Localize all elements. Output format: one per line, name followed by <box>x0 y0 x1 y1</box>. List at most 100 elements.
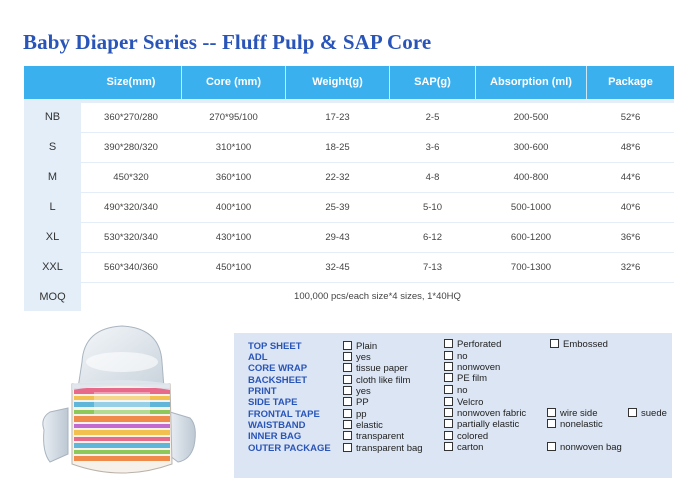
option-cloth-like-film[interactable]: cloth like film <box>343 375 410 386</box>
moq-value: 100,000 pcs/each size*4 sizes, 1*40HQ <box>294 291 461 302</box>
table-row: XXL 560*340/360 450*100 32-45 7-13 700-1… <box>24 253 674 282</box>
table-row: XL 530*320/340 430*100 29-43 6-12 600-12… <box>24 223 674 252</box>
header-size: Size(mm) <box>106 76 156 88</box>
table-row: L 490*320/340 400*100 25-39 5-10 500-100… <box>24 193 674 222</box>
option-tissue-paper[interactable]: tissue paper <box>343 363 408 374</box>
checkbox-icon <box>343 386 352 395</box>
cell-package: 32*6 <box>620 262 641 273</box>
checkbox-icon <box>444 397 453 406</box>
page-title: Baby Diaper Series -- Fluff Pulp & SAP C… <box>23 30 432 54</box>
cell-size: 560*340/360 <box>104 262 158 273</box>
spec-label: FRONTAL TAPE <box>248 409 320 420</box>
checkbox-icon <box>343 352 352 361</box>
checkbox-icon <box>444 385 453 394</box>
option-pp[interactable]: PP <box>343 397 369 408</box>
spec-options-panel: TOP SHEET Plain Perforated Embossed ADL … <box>234 333 672 478</box>
option-embossed[interactable]: Embossed <box>550 339 608 350</box>
checkbox-icon <box>444 408 453 417</box>
cell-size: 360*270/280 <box>104 112 158 123</box>
row-label: XXL <box>24 253 81 282</box>
checkbox-icon <box>343 363 352 372</box>
option-suede[interactable]: suede <box>628 408 667 419</box>
checkbox-icon <box>444 431 453 440</box>
row-label: L <box>24 193 81 222</box>
cell-sap: 4-8 <box>425 172 440 183</box>
option-carton[interactable]: carton <box>444 442 483 453</box>
option-colored[interactable]: colored <box>444 431 488 442</box>
option-partially-elastic[interactable]: partially elastic <box>444 419 519 430</box>
cell-absorption: 500-1000 <box>510 202 552 213</box>
option-yes[interactable]: yes <box>343 386 371 397</box>
cell-sap: 7-13 <box>422 262 442 273</box>
spec-table: Size(mm) Core (mm) Weight(g) SAP(g) Abso… <box>24 66 674 311</box>
spec-label: ADL <box>248 352 268 363</box>
option-nonelastic[interactable]: nonelastic <box>547 419 603 430</box>
header-divider <box>285 66 286 99</box>
option-perforated[interactable]: Perforated <box>444 339 501 350</box>
row-label: M <box>24 163 81 192</box>
row-label: XL <box>24 223 81 252</box>
option-elastic[interactable]: elastic <box>343 420 383 431</box>
checkbox-icon <box>444 442 453 451</box>
cell-absorption: 300-600 <box>513 142 549 153</box>
row-label: MOQ <box>24 283 81 311</box>
cell-absorption: 700-1300 <box>510 262 552 273</box>
header-sap: SAP(g) <box>414 76 451 88</box>
option-transparent-bag[interactable]: transparent bag <box>343 443 423 454</box>
header-absorption: Absorption (ml) <box>490 76 572 88</box>
option-no[interactable]: no <box>444 351 468 362</box>
checkbox-icon <box>343 409 352 418</box>
cell-absorption: 200-500 <box>513 112 549 123</box>
option-velcro[interactable]: Velcro <box>444 397 483 408</box>
checkbox-icon <box>444 373 453 382</box>
header-package: Package <box>608 76 653 88</box>
cell-weight: 17-23 <box>325 112 350 123</box>
option-no[interactable]: no <box>444 385 468 396</box>
cell-core: 360*100 <box>215 172 252 183</box>
table-row: NB 360*270/280 270*95/100 17-23 2-5 200-… <box>24 103 674 132</box>
row-label: S <box>24 133 81 162</box>
checkbox-icon <box>343 431 352 440</box>
checkbox-icon <box>550 339 559 348</box>
option-transparent[interactable]: transparent <box>343 431 404 442</box>
cell-core: 310*100 <box>215 142 252 153</box>
cell-package: 52*6 <box>620 112 641 123</box>
cell-weight: 18-25 <box>325 142 350 153</box>
table-row: S 390*280/320 310*100 18-25 3-6 300-600 … <box>24 133 674 162</box>
cell-package: 36*6 <box>620 232 641 243</box>
checkbox-icon <box>444 339 453 348</box>
option-plain[interactable]: Plain <box>343 341 377 352</box>
cell-core: 400*100 <box>215 202 252 213</box>
spec-label: INNER BAG <box>248 431 302 442</box>
cell-package: 40*6 <box>620 202 641 213</box>
cell-weight: 29-43 <box>325 232 350 243</box>
cell-core: 270*95/100 <box>209 112 258 123</box>
cell-weight: 32-45 <box>325 262 350 273</box>
cell-absorption: 600-1200 <box>510 232 552 243</box>
spec-label: PRINT <box>248 386 277 397</box>
checkbox-icon <box>343 443 352 452</box>
header-core: Core (mm) <box>205 76 261 88</box>
cell-core: 430*100 <box>215 232 252 243</box>
row-label: NB <box>24 103 81 132</box>
cell-package: 48*6 <box>620 142 641 153</box>
option-nonwoven-bag[interactable]: nonwoven bag <box>547 442 622 453</box>
checkbox-icon <box>547 442 556 451</box>
diaper-product-image <box>42 325 196 474</box>
spec-label: CORE WRAP <box>248 363 308 374</box>
cell-weight: 25-39 <box>325 202 350 213</box>
option-nonwoven-fabric[interactable]: nonwoven fabric <box>444 408 526 419</box>
spec-label: TOP SHEET <box>248 341 302 352</box>
header-divider <box>181 66 182 99</box>
checkbox-icon <box>444 362 453 371</box>
option-pp[interactable]: pp <box>343 409 367 420</box>
table-row-moq: MOQ 100,000 pcs/each size*4 sizes, 1*40H… <box>24 283 674 311</box>
option-pe-film[interactable]: PE film <box>444 373 487 384</box>
option-wire-side[interactable]: wire side <box>547 408 598 419</box>
cell-weight: 22-32 <box>325 172 350 183</box>
option-yes[interactable]: yes <box>343 352 371 363</box>
cell-sap: 2-5 <box>425 112 440 123</box>
option-nonwoven[interactable]: nonwoven <box>444 362 500 373</box>
header-weight: Weight(g) <box>312 76 363 88</box>
cell-sap: 5-10 <box>422 202 442 213</box>
